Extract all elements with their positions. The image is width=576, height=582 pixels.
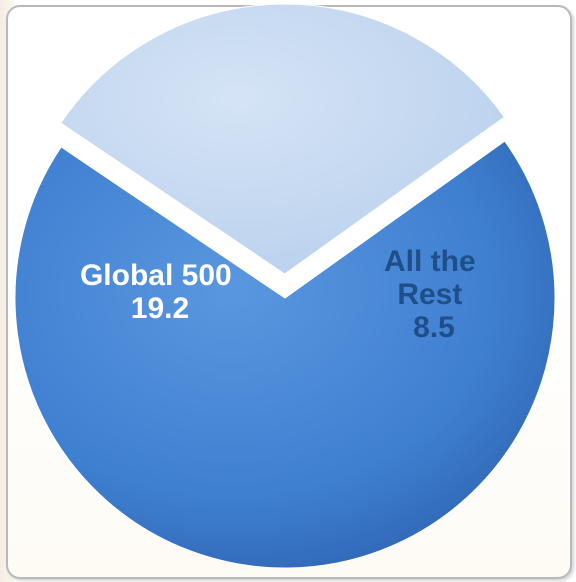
slice-label-all-the-rest-value: 8.5 — [413, 311, 455, 344]
slice-label-global-500: Global 500 19.2 — [80, 259, 240, 325]
slice-label-all-the-rest-line1: All the — [384, 245, 476, 278]
slice-label-all-the-rest-line2: Rest — [397, 278, 462, 311]
slices-layer — [14, 3, 556, 569]
slice-label-global-500-value: 19.2 — [131, 292, 189, 325]
pie-slice-all-the-rest — [60, 3, 506, 275]
slice-label-all-the-rest: All the Rest 8.5 — [384, 245, 484, 344]
slice-label-global-500-name: Global 500 — [80, 259, 232, 292]
pie-slice-global-500 — [14, 140, 556, 569]
labels-layer: Global 500 19.2 All the Rest 8.5 — [80, 245, 484, 344]
